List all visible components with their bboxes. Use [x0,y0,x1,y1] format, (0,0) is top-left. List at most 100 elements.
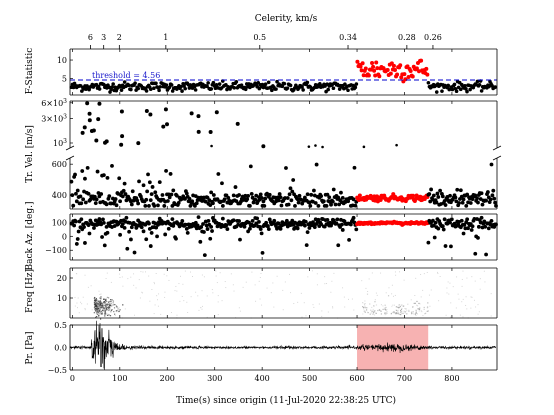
back-azimuth-point [426,240,431,245]
spectrogram-noise-pixel [293,303,295,305]
back-azimuth-point [184,227,189,231]
spectrogram-noise-pixel [190,271,192,273]
fstat-point [214,82,219,87]
spectrogram-noise-pixel [364,300,366,302]
spectrogram-pixel [98,303,100,305]
spectrogram-pixel [421,310,423,313]
fstat-point [468,87,472,92]
spectrogram-pixel [106,308,108,310]
fstat-point [270,88,274,93]
spectrogram-pixel [100,313,102,315]
trace-velocity-point [287,192,292,197]
trace-velocity-outlier-point [235,121,240,126]
back-azimuth-point [132,250,137,255]
trace-velocity-point [339,190,343,195]
spectrogram-pixel [100,311,102,313]
spectrogram-pixel [393,311,395,313]
spectrogram-pixel [94,308,96,310]
spectrogram-pixel [418,310,420,312]
spectrogram-noise-pixel [84,307,86,309]
fstat-point [129,87,133,92]
spectrogram-noise-pixel [99,293,101,295]
spectrogram-pixel [104,302,106,304]
x-tick-label: 200 [160,374,175,383]
spectrogram-noise-pixel [312,304,314,306]
spectrogram-pixel [402,312,404,314]
trace-velocity-point [448,193,452,198]
x-axis-label: Time(s) since origin (11-Jul-2020 22:38:… [176,395,396,406]
trace-velocity-point [491,188,496,193]
spectrogram-pixel [399,313,401,316]
spectrogram-noise-pixel [419,303,421,305]
back-azimuth-point [336,243,341,248]
spectrogram-pixel [94,304,97,306]
trace-velocity-outlier-point [104,139,109,144]
spectrogram-noise-pixel [76,302,78,304]
spectrogram-pixel [93,297,96,299]
back-azimuth-point [104,224,109,229]
celerity-tick-label: 3 [101,33,106,42]
trace-velocity-point [146,172,150,177]
spectrogram-pixel [375,312,377,314]
back-azimuth-point [225,227,230,231]
spectrogram-pixel [374,301,376,303]
trace-velocity-point [331,187,336,192]
spectrogram-noise-pixel [430,289,432,291]
spectrogram-pixel [384,313,386,316]
spectrogram-pixel [93,306,96,309]
spectrogram-pixel [397,306,400,309]
spectrogram-noise-pixel [179,275,181,277]
spectrogram-pixel [97,306,99,308]
spectrogram-noise-pixel [490,293,492,295]
back-azimuth-point [127,229,132,234]
spectrogram-pixel [412,306,414,308]
spectrogram-noise-pixel [206,295,208,297]
axis-break-mark [492,155,502,161]
spectrogram-noise-pixel [154,283,156,285]
fstat-detection-point [385,67,390,72]
back-azimuth-point [276,221,281,226]
fstat-point [217,82,222,86]
trace-velocity-point [337,202,342,207]
spectrogram-noise-pixel [157,305,159,307]
fstat-point [157,88,161,93]
spectrogram-pixel [95,305,98,307]
spectrogram-noise-pixel [258,280,260,282]
spectrogram-pixel [108,307,111,309]
spectrogram-pixel [384,312,386,314]
trace-velocity-outlier-point [362,145,366,149]
trace-velocity-point [305,192,310,197]
back-azimuth-point [431,218,435,223]
back-azimuth-point [72,223,77,228]
spectrogram-pixel [384,304,386,306]
spectrogram-pixel [94,296,96,299]
spectrogram-noise-pixel [215,275,217,277]
spectrogram-noise-pixel [140,271,142,273]
spectrogram-noise-pixel [164,296,166,298]
spectrogram-pixel [369,313,371,315]
axis-break-mark [492,145,502,151]
spectrogram-pixel [101,306,103,308]
spectrogram-pixel [426,307,429,309]
spectrogram-noise-pixel [121,276,123,278]
top-axis-label: Celerity, km/s [255,14,318,24]
fstat-point [275,79,279,84]
spectrogram-pixel [379,309,381,311]
fstat-detection-point [359,68,364,73]
spectrogram-noise-pixel [477,313,479,315]
trace-velocity-point [85,165,90,170]
back-azimuth-point [105,230,110,235]
trace-velocity-point [203,199,208,204]
spectrogram-pixel [385,309,387,311]
spectrogram-pixel [415,311,417,313]
spectrogram-noise-pixel [316,284,318,286]
trace-velocity-point [492,196,497,201]
celerity-tick-label: 2 [117,33,122,42]
spectrogram-noise-pixel [270,292,272,294]
trace-velocity-point [107,194,112,199]
trace-velocity-point [352,165,357,170]
spectrogram-noise-pixel [217,295,219,297]
spectrogram-noise-pixel [343,296,345,298]
spectrogram-pixel [95,309,97,311]
